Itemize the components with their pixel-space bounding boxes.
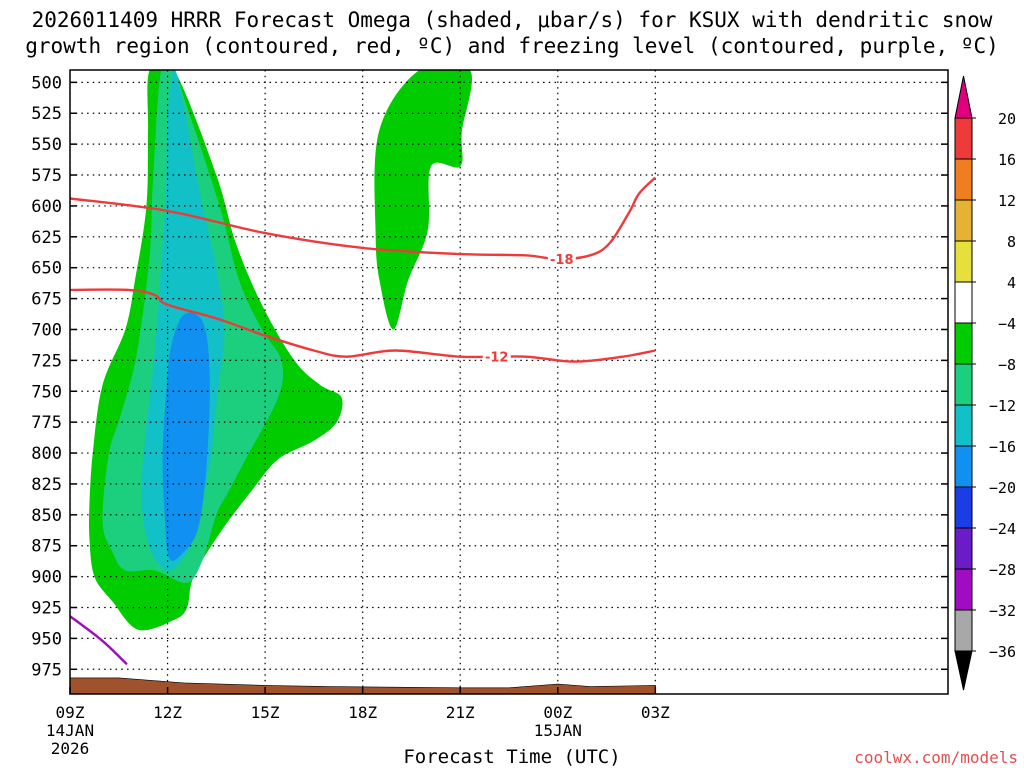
colorbar-label: −36 [989,643,1016,661]
colorbar-label: −4 [998,315,1016,333]
y-tick-label: 800 [31,444,62,464]
y-tick-label: 550 [31,135,62,155]
x-tick-label: 15Z [251,703,280,722]
y-tick-label: 600 [31,197,62,217]
y-tick-label: 500 [31,73,62,93]
plot-frame [69,69,949,695]
x-tick-label: 03Z [641,703,670,722]
y-tick-label: 825 [31,475,62,495]
y-tick-label: 850 [31,506,62,526]
y-tick-label: 975 [31,660,62,680]
x-tick-date: 14JAN [46,721,94,740]
colorbar-band [954,117,973,160]
colorbar-label: −32 [989,602,1016,620]
y-tick-label: 725 [31,351,62,371]
y-tick-label: 875 [31,537,62,557]
colorbar-band [954,404,973,447]
contour-line-1 [70,288,656,363]
colorbar-label: −20 [989,479,1016,497]
colorbar-label: −8 [998,356,1016,374]
credit-text: coolwx.com/models [854,748,1018,767]
colorbar-label: 16 [998,151,1016,169]
colorbar-label: 20 [998,110,1016,128]
y-tick-label: 625 [31,228,62,248]
x-tick-label: 12Z [153,703,182,722]
colorbar-label: −12 [989,397,1016,415]
y-tick-label: 525 [31,104,62,124]
colorbar-bottom-arrow [954,650,973,691]
y-tick-label: 900 [31,568,62,588]
colorbar-band [954,445,973,488]
colorbar-label: 12 [998,192,1016,210]
colorbar-band [954,158,973,201]
colorbar-band [954,240,973,283]
y-tick-label: 775 [31,413,62,433]
colorbar-label: −24 [989,520,1016,538]
contour-label-bg [482,348,511,365]
omega-region-1 [374,70,472,330]
omega-region-4 [162,312,210,561]
colorbar-band [954,363,973,406]
contour-label: -12 [485,351,509,366]
y-tick-label: 700 [31,320,62,340]
contour-label-bg [547,251,576,268]
colorbar-label: 4 [1007,274,1016,292]
contour-label: -18 [550,253,574,268]
colorbar-band [954,527,973,570]
colorbar-top-arrow [954,75,973,119]
y-tick-label: 750 [31,382,62,402]
chart-title-line-1: 2026011409 HRRR Forecast Omega (shaded, … [31,8,993,32]
colorbar-label: −28 [989,561,1016,579]
colorbar-band [954,199,973,242]
contour-line-0 [70,176,657,261]
colorbar-label: −16 [989,438,1016,456]
colorbar-band [954,568,973,611]
chart-title-line-2: growth region (contoured, red, ºC) and f… [25,34,999,58]
y-tick-label: 925 [31,599,62,619]
y-tick-label: 950 [31,629,62,649]
colorbar-band [954,281,973,324]
y-tick-label: 575 [31,166,62,186]
x-tick-label: 09Z [56,703,85,722]
contour-line-2 [70,615,128,666]
x-tick-year: 2026 [51,739,90,758]
x-tick-label: 00Z [543,703,572,722]
colorbar-label: 8 [1007,233,1016,251]
colorbar-band [954,486,973,529]
y-tick-label: 675 [31,290,62,310]
x-axis-label: Forecast Time (UTC) [403,746,621,768]
x-tick-label: 18Z [348,703,377,722]
x-tick-date: 15JAN [534,721,582,740]
colorbar-band [954,609,973,652]
x-tick-label: 21Z [446,703,475,722]
y-tick-label: 650 [31,259,62,279]
colorbar-band [954,322,973,365]
